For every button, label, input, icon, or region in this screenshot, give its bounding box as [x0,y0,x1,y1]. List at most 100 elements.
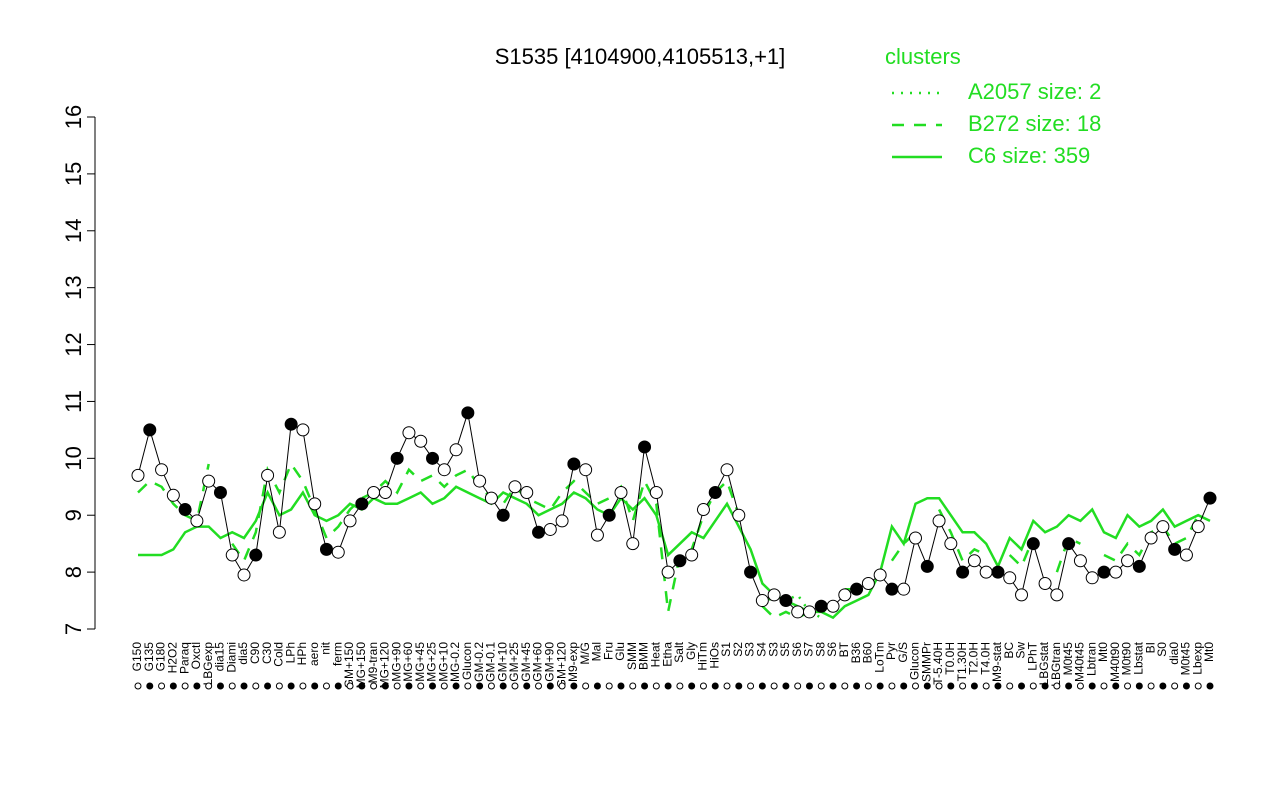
rug-mark [1076,682,1084,690]
rug-mark [193,682,201,690]
x-tick-label: M0t90 [1120,642,1134,676]
data-point [614,485,628,499]
x-tick-label: G150 [130,642,144,672]
x-tick-label: LBGtran [1049,642,1063,687]
x-tick-label: T1.30H [955,642,969,681]
x-tick-label: Diami [224,642,238,673]
rug-mark [629,682,637,690]
legend-title: clusters [885,44,961,69]
rug-mark [546,682,554,690]
rug-mark [652,682,660,690]
data-point [1179,548,1193,562]
data-point [791,605,805,619]
data-point [272,525,286,539]
x-tick-label: MG+60 [401,642,415,682]
data-point [496,508,510,522]
data-point [944,537,958,551]
rug-mark [947,682,955,690]
rug-mark [570,682,578,690]
rug-mark [970,682,978,690]
rug-mark [440,682,448,690]
rug-mark [782,682,790,690]
data-point [956,565,970,579]
rug-mark [1182,682,1190,690]
rug-mark [664,682,672,690]
x-tick-label: Etha [660,642,674,667]
rug-mark [923,682,931,690]
rug-mark [1053,682,1061,690]
rug-mark [994,682,1002,690]
x-tick-label: M40t90 [1108,642,1122,682]
rug-mark [1112,682,1120,690]
rug-mark [181,682,189,690]
x-tick-label: T2.0H [967,642,981,675]
data-point [1168,542,1182,556]
rug-mark [169,682,177,690]
rug-mark [264,682,272,690]
data-point [390,451,404,465]
data-point [319,542,333,556]
data-point [378,485,392,499]
rug-mark [523,682,531,690]
x-tick-label: GM+45 [519,642,533,682]
data-point [402,426,416,440]
data-point [861,576,875,590]
y-tick-label: 12 [61,332,86,356]
x-tick-label: M0t45 [1061,642,1075,676]
data-point [131,468,145,482]
rug-mark [205,682,213,690]
data-point [1062,537,1076,551]
data-point [661,565,675,579]
x-tick-label: Mt0 [1096,642,1110,662]
x-tick-label: HiTm [696,642,710,671]
data-point [225,548,239,562]
rug-mark [605,682,613,690]
rug-mark [900,682,908,690]
x-tick-label: BT [837,641,851,657]
data-point [685,548,699,562]
rug-mark [1006,682,1014,690]
x-tick-label: C90 [248,642,262,664]
rug-mark [805,682,813,690]
x-tick-label: GM-0.1 [484,642,498,682]
x-tick-label: S2 [731,642,745,657]
x-tick-label: GM+60 [531,642,545,682]
rug-mark [240,682,248,690]
data-point [532,525,546,539]
rug-mark [911,682,919,690]
rug-mark [876,682,884,690]
data-point [284,417,298,431]
data-point [414,434,428,448]
data-point [484,491,498,505]
cluster-line [138,485,1211,620]
x-tick-label: S5 [778,642,792,657]
x-tick-label: dia5 [236,642,250,665]
data-point [1015,588,1029,602]
data-point [967,554,981,568]
x-tick-label: MG+150 [354,642,368,689]
x-tick-label: GM+120 [554,642,568,689]
rug-mark [641,682,649,690]
x-tick-label: C30 [260,642,274,664]
rug-mark [747,682,755,690]
rug-mark [1135,682,1143,690]
data-point [1156,520,1170,534]
rug-mark [299,682,307,690]
x-tick-label: G180 [154,642,168,672]
x-tick-label: S1 [719,642,733,657]
rug-mark [982,682,990,690]
data-point [873,568,887,582]
x-tick-label: Salt [672,641,686,662]
rug-mark [841,682,849,690]
x-tick-label: T-5.40H [931,642,945,685]
x-tick-label: LBGexp [201,642,215,686]
data-point [920,559,934,573]
rug-mark [864,682,872,690]
data-point [543,522,557,536]
data-point [343,514,357,528]
rug-mark [593,682,601,690]
legend-label: A2057 size: 2 [968,79,1101,104]
x-tick-label: S4 [755,642,769,657]
rug-mark [1171,682,1179,690]
x-tick-label: M40t45 [1073,642,1087,682]
